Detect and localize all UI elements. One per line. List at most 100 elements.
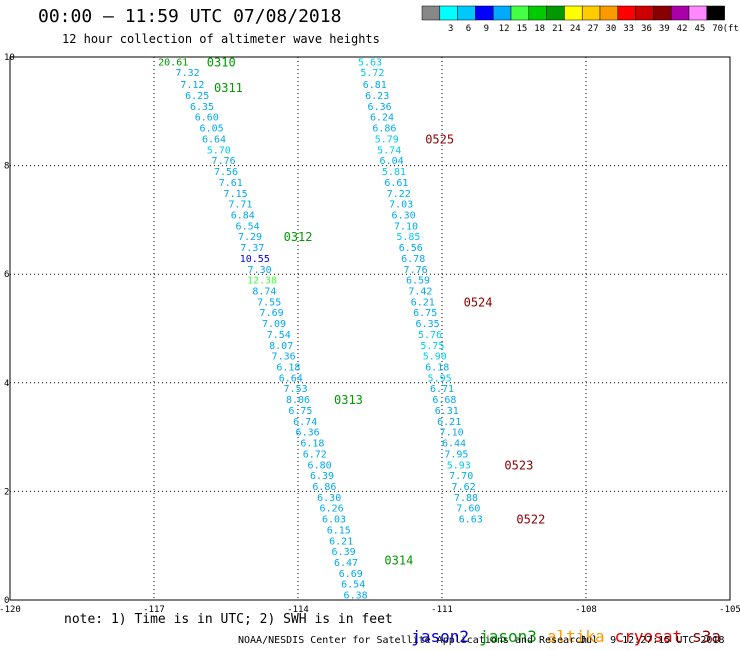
- wave-height-value: 5.81: [382, 167, 406, 178]
- wave-height-value: 7.61: [219, 178, 243, 189]
- wave-height-value: 7.88: [454, 493, 478, 504]
- wave-height-value: 6.81: [363, 80, 387, 91]
- wave-height-value: 8.74: [252, 286, 276, 297]
- wave-height-value: 7.95: [444, 449, 468, 460]
- scale-tick-label: 70: [712, 24, 723, 34]
- scale-swatch: [617, 5, 636, 21]
- wave-height-value: 6.30: [392, 210, 416, 221]
- scale-swatch: [653, 5, 672, 21]
- y-tick-label: 10: [4, 53, 15, 63]
- pass-time-label: 0313: [334, 393, 363, 407]
- scale-tick-label: 33: [623, 24, 634, 34]
- map-frame: [9, 56, 731, 601]
- wave-height-value: 6.18: [276, 363, 300, 374]
- x-tick-label: -108: [575, 605, 597, 615]
- wave-height-value: 6.38: [344, 591, 368, 602]
- y-tick-label: 2: [4, 487, 9, 497]
- scale-tick-label: 12: [499, 24, 510, 34]
- footnote: note: 1) Time is in UTC; 2) SWH is in fe…: [64, 612, 393, 627]
- wave-height-value: 5.85: [396, 232, 420, 243]
- wave-height-value: 20.61: [158, 57, 188, 68]
- scale-tick-label: 45: [694, 24, 705, 34]
- wave-height-value: 6.78: [401, 254, 425, 265]
- wave-height-value: 6.21: [329, 536, 353, 547]
- wave-height-value: 7.09: [262, 319, 286, 330]
- wave-height-value: 7.37: [240, 243, 264, 254]
- wave-height-value: 5.93: [447, 460, 471, 471]
- scale-swatch: [510, 5, 530, 21]
- wave-height-value: 7.55: [257, 297, 281, 308]
- wave-height-value: 8.06: [286, 395, 310, 406]
- scale-unit: (ft): [723, 24, 740, 34]
- map-subtitle: 12 hour collection of altimeter wave hei…: [62, 32, 380, 46]
- wave-height-value: 6.35: [190, 102, 214, 113]
- scale-swatch: [581, 5, 601, 21]
- scale-swatch: [635, 5, 654, 21]
- wave-height-value: 6.60: [195, 113, 219, 124]
- wave-height-value: 6.71: [430, 384, 454, 395]
- wave-height-value: 6.72: [303, 449, 327, 460]
- wave-height-value: 6.64: [202, 134, 226, 145]
- scale-swatch: [492, 5, 512, 21]
- wave-height-value: 5.72: [360, 68, 384, 79]
- wave-height-value: 6.69: [339, 569, 363, 580]
- wave-height-value: 5.63: [358, 57, 382, 68]
- wave-height-value: 6.18: [300, 439, 324, 450]
- scale-swatch: [475, 5, 494, 21]
- scale-swatch: [457, 5, 476, 21]
- wave-height-value: 7.69: [260, 308, 284, 319]
- wave-height-value: 5.74: [377, 145, 401, 156]
- x-tick-label: -111: [431, 605, 453, 615]
- scale-tick-label: 42: [677, 24, 688, 34]
- scale-swatch: [421, 5, 441, 21]
- generated-timestamp: Jul 9 12:27:15 UTC 2018: [580, 635, 725, 646]
- pass-time-label: 0310: [207, 55, 236, 69]
- wave-height-value: 6.30: [317, 493, 341, 504]
- wave-height-value: 7.56: [214, 167, 238, 178]
- scale-tick-label: 24: [570, 24, 581, 34]
- scale-swatch: [564, 5, 583, 21]
- wave-height-value: 7.15: [224, 189, 248, 200]
- wave-height-value: 6.26: [320, 504, 344, 515]
- y-tick-label: 6: [4, 270, 9, 280]
- wave-height-value: 6.68: [432, 395, 456, 406]
- wave-height-value: 6.35: [416, 319, 440, 330]
- wave-height-value: 5.70: [207, 145, 231, 156]
- satellite-jason2: jason2: [411, 627, 470, 646]
- pass-time-label: 0524: [464, 295, 493, 309]
- map-title: 00:00 — 11:59 UTC 07/08/2018: [38, 6, 342, 27]
- wave-height-value: 6.86: [372, 124, 396, 135]
- wave-height-value: 7.32: [176, 68, 200, 79]
- x-tick-label: -105: [719, 605, 740, 615]
- wave-height-value: 6.54: [341, 580, 365, 591]
- x-tick-label: -120: [0, 605, 21, 615]
- wave-height-value: 6.56: [399, 243, 423, 254]
- x-tick-label: -114: [287, 605, 309, 615]
- wave-height-value: 6.54: [236, 221, 260, 232]
- pass-time-label: 0311: [214, 81, 243, 95]
- scale-swatch: [688, 5, 708, 21]
- wave-height-value: 6.44: [442, 439, 466, 450]
- satellite-jason3: jason3: [479, 627, 537, 646]
- wave-height-value: 5.79: [375, 134, 399, 145]
- wave-height-value: 7.22: [387, 189, 411, 200]
- wave-height-value: 6.80: [308, 460, 332, 471]
- wave-height-value: 6.47: [334, 558, 358, 569]
- satellite-s3a: s3a: [692, 627, 721, 646]
- wave-height-value: 10.55: [240, 254, 270, 265]
- scale-tick-label: 27: [588, 24, 599, 34]
- wave-height-value: 5.90: [423, 352, 447, 363]
- pass-time-label: 0314: [384, 553, 413, 567]
- scale-tick-label: 3: [448, 24, 453, 34]
- wave-height-value: 6.64: [279, 373, 303, 384]
- scale-swatch: [599, 5, 619, 21]
- scale-tick-label: 30: [605, 24, 616, 34]
- wave-height-value: 6.39: [310, 471, 334, 482]
- pass-time-label: 0522: [516, 513, 545, 527]
- satellite-legend: jason2 jason3 altika cryosat s3a: [392, 608, 731, 646]
- scale-tick-label: 18: [534, 24, 545, 34]
- wave-height-value: 6.05: [200, 124, 224, 135]
- pass-time-label: 0525: [425, 132, 454, 146]
- scale-swatch: [670, 5, 690, 21]
- wave-height-value: 7.60: [456, 504, 480, 515]
